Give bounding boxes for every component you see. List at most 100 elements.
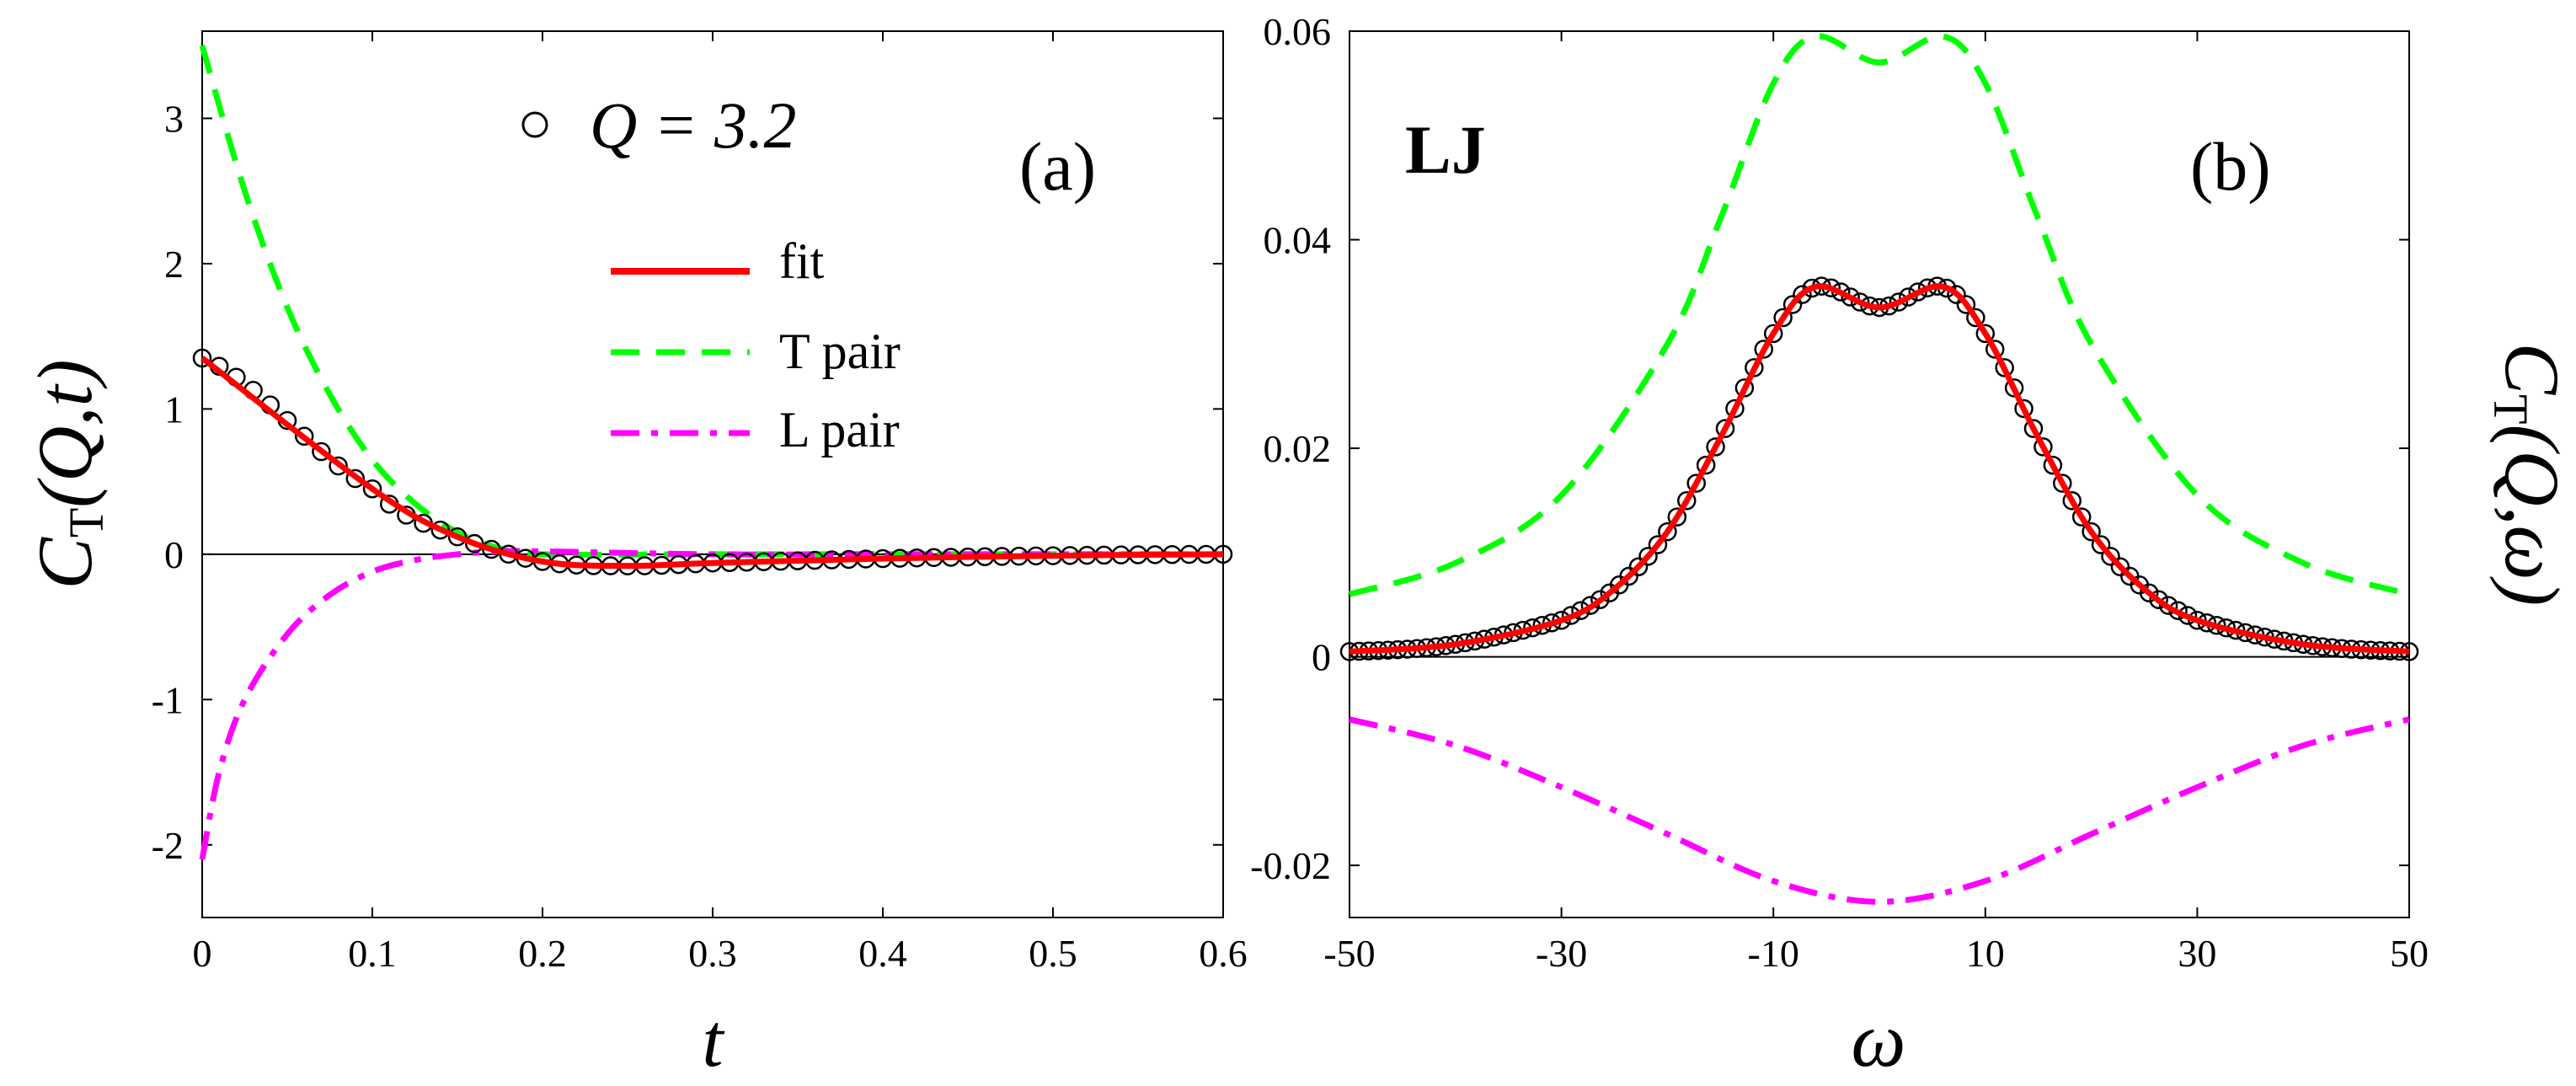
y-label-b-sub: T — [2483, 394, 2538, 424]
y-tick-label: 3 — [164, 97, 184, 140]
panel-b-label: (b) — [2190, 128, 2271, 205]
panel-b-frame — [1349, 30, 2410, 918]
y-label-a-args: (Q,t) — [22, 359, 108, 507]
data-point — [1677, 491, 1697, 511]
series-line-fit — [200, 356, 1224, 570]
y-tick-label: 2 — [164, 243, 184, 286]
panel-b-y-label: CT(Q,ω) — [2483, 343, 2575, 606]
y-tick-label: 0.04 — [1264, 219, 1332, 262]
legend-data-label: Q = 3.2 — [590, 88, 796, 162]
panel-b-ticks: -50 -30 -10 10 30 50 -0.02 0 0.02 0.04 0.06 — [1250, 10, 2429, 975]
data-point — [1725, 399, 1745, 419]
x-tick-label: -50 — [1323, 932, 1375, 975]
data-point — [1638, 547, 1658, 566]
panel-a-ticks: 0 0.1 0.2 0.3 0.4 0.5 0.6 -2 -1 0 1 2 3 — [152, 31, 1248, 975]
data-point — [1995, 358, 2014, 377]
x-tick-label: -30 — [1536, 932, 1587, 975]
y-tick-label: -0.02 — [1250, 844, 1331, 887]
data-point — [1850, 292, 1870, 312]
y-tick-label: -1 — [152, 678, 184, 721]
svg-text:CT(Q,ω): CT(Q,ω) — [2483, 343, 2575, 606]
y-label-a-sub: T — [59, 508, 114, 538]
panel-b-x-label: ω — [1852, 997, 1906, 1083]
data-point — [1975, 324, 1996, 344]
data-point — [312, 441, 331, 462]
lj-annotation: LJ — [1405, 111, 1486, 188]
data-point — [345, 468, 366, 489]
x-tick-label: 0.4 — [858, 932, 907, 975]
data-point — [2091, 535, 2111, 554]
y-tick-label: 0 — [164, 533, 184, 576]
y-tick-label: 1 — [164, 388, 184, 431]
y-tick-label: -2 — [152, 824, 184, 867]
x-tick-label: 0 — [193, 932, 212, 975]
legend-lpair-label: L pair — [779, 402, 900, 457]
y-tick-label: 0.06 — [1264, 10, 1332, 53]
data-point — [1590, 590, 1610, 609]
x-tick-label: 10 — [1966, 932, 2005, 975]
data-point — [1628, 557, 1649, 576]
y-label-b-args: (Q,ω) — [2489, 425, 2575, 607]
panel-a-x-label: t — [702, 999, 724, 1083]
data-point — [1841, 287, 1860, 307]
data-point — [2034, 437, 2053, 457]
svg-text:CT(Q,t): CT(Q,t) — [22, 359, 114, 589]
panel-a: 0 0.1 0.2 0.3 0.4 0.5 0.6 -2 -1 0 1 2 3 (a) Q = 3.2 … — [22, 30, 1248, 1083]
series-line-fit — [1349, 283, 2410, 655]
data-point — [1734, 378, 1755, 398]
panel-a-series — [192, 45, 1233, 860]
data-point — [2082, 522, 2101, 542]
y-label-a-main: C — [22, 537, 108, 590]
data-point — [1947, 285, 1966, 304]
data-point — [2062, 491, 2082, 511]
data-point — [1686, 473, 1706, 493]
data-point — [294, 426, 314, 447]
data-point — [1706, 437, 1725, 457]
data-point — [2158, 596, 2178, 615]
data-point — [2053, 473, 2072, 493]
data-point — [329, 456, 348, 476]
x-tick-label: 0.5 — [1029, 932, 1077, 975]
data-point — [1956, 295, 1976, 314]
data-point — [447, 527, 468, 547]
data-point — [1782, 295, 1803, 314]
data-point — [1667, 507, 1687, 527]
data-point — [1580, 596, 1601, 615]
data-point — [1899, 287, 1918, 307]
x-tick-label: 0.3 — [688, 932, 737, 975]
legend-marker-circle — [521, 111, 548, 138]
series-line-l-pair — [199, 548, 1223, 860]
data-point — [2149, 590, 2168, 609]
series-line-t-pair — [1349, 33, 2410, 597]
data-point — [1696, 455, 1716, 475]
y-label-b-main: C — [2489, 343, 2575, 396]
data-point — [1648, 535, 1668, 554]
y-tick-label: 0.02 — [1264, 427, 1332, 470]
data-point — [2110, 557, 2130, 576]
data-point — [1889, 292, 1909, 312]
data-point — [1985, 340, 2005, 359]
data-point — [362, 479, 382, 499]
x-tick-label: 30 — [2178, 932, 2216, 975]
data-point — [1773, 308, 1793, 328]
data-point — [2004, 378, 2024, 398]
data-point — [2139, 583, 2159, 602]
x-tick-label: 0.2 — [518, 932, 567, 975]
data-point — [1754, 340, 1774, 359]
y-tick-label: 0 — [1312, 636, 1331, 679]
data-point — [2101, 547, 2120, 566]
x-tick-label: 0.1 — [348, 932, 397, 975]
series-line-l-pair — [1349, 716, 2410, 905]
data-point — [2043, 455, 2063, 475]
panel-a-y-label: CT(Q,t) — [22, 359, 114, 589]
data-point — [2023, 419, 2044, 438]
legend-fit-label: fit — [779, 233, 825, 289]
panel-a-label: (a) — [1019, 128, 1096, 205]
data-point — [1966, 308, 1985, 328]
data-point — [1745, 358, 1764, 377]
data-point — [1763, 324, 1783, 344]
panel-a-legend: Q = 3.2 fit T pair L pair — [521, 88, 901, 457]
data-point — [192, 348, 212, 368]
panel-b-series — [1339, 33, 2419, 905]
